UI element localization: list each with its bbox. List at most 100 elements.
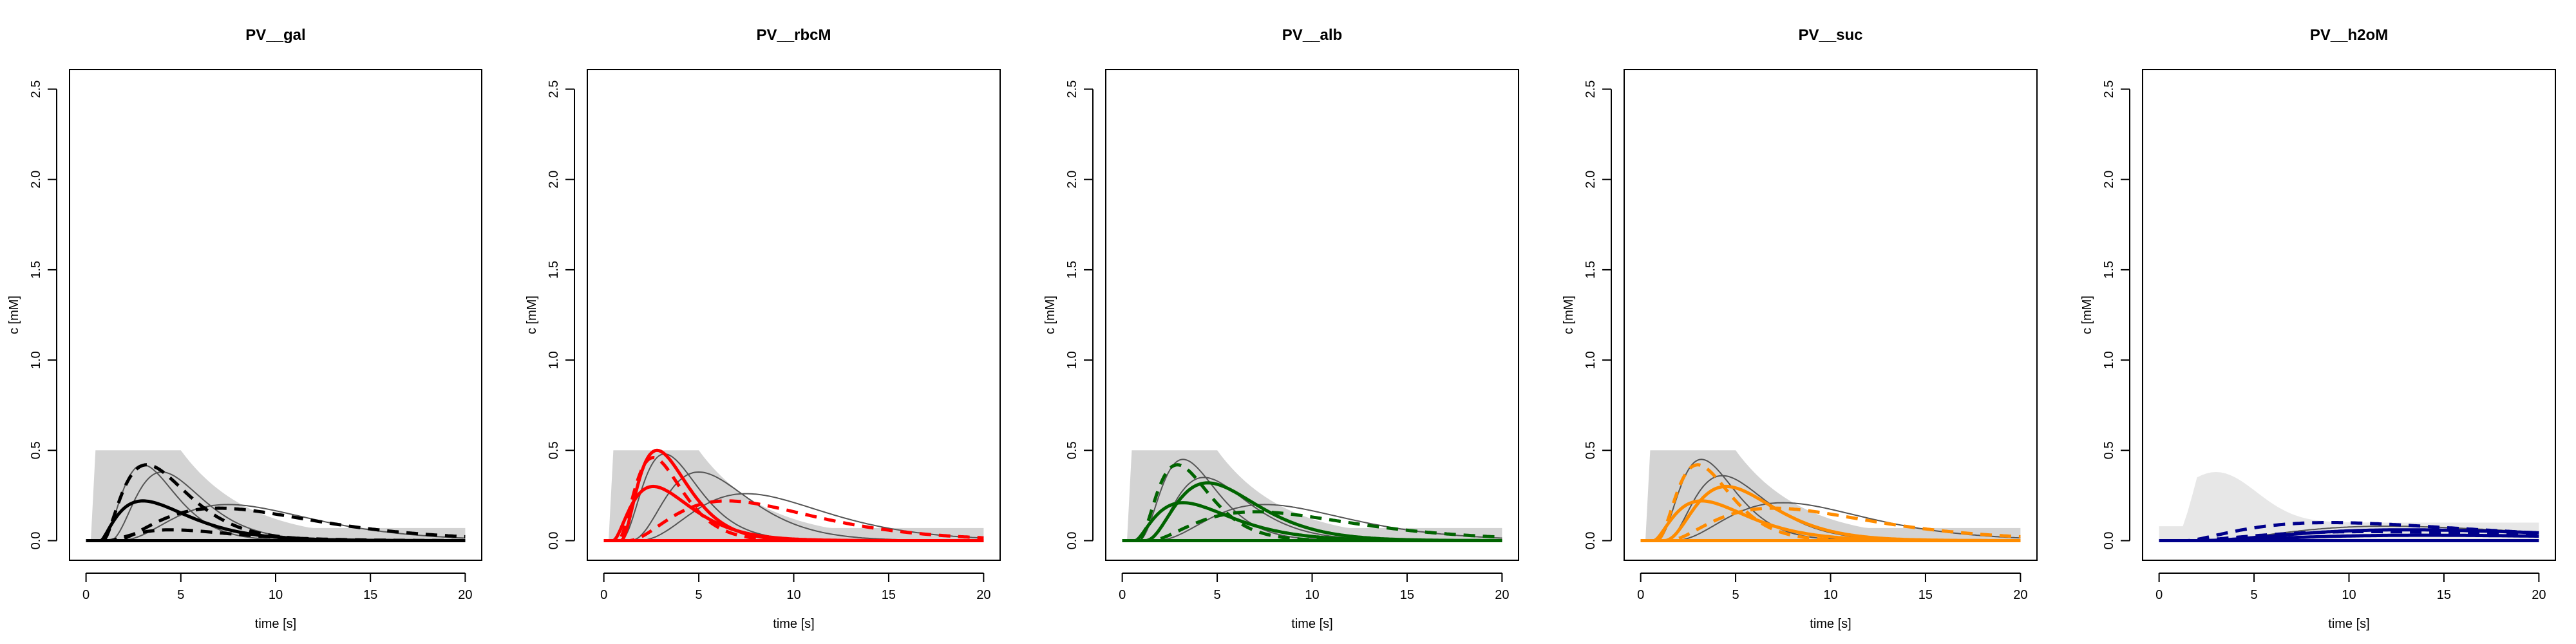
panel-1: PV__gal 0 5 10 15 20 time [s] 0.0 0.5 1.0 1.5 2.0 2.… [7,26,482,631]
x-tick-label: 15 [363,588,377,602]
y-tick-label: 2.5 [2102,80,2116,99]
x-tick-label: 0 [1119,588,1126,602]
series-gray-3 [1122,504,1502,542]
y-axis: 0.0 0.5 1.0 1.5 2.0 2.5 c [mM] [1562,80,1612,550]
x-tick-label: 20 [976,588,990,602]
x-tick-label: 5 [1732,588,1739,602]
series-dashed-tail [603,499,984,542]
x-tick-label: 20 [1495,588,1509,602]
x-tick-label: 10 [1823,588,1837,602]
y-tick-label: 2.5 [1065,80,1079,99]
x-tick-label: 20 [2532,588,2546,602]
plot-frame [69,69,482,561]
y-tick-label: 2.0 [547,171,561,189]
y-axis: 0.0 0.5 1.0 1.5 2.0 2.5 c [mM] [7,80,57,550]
y-tick-label: 1.0 [29,351,43,369]
x-tick-label: 10 [1305,588,1319,602]
y-tick-label: 1.5 [29,261,43,279]
y-tick-label: 2.5 [547,80,561,99]
y-tick-label: 1.5 [547,261,561,279]
x-tick-label: 5 [177,588,184,602]
y-tick-label: 1.0 [547,351,561,369]
background-simulations [86,450,466,541]
background-simulations [2159,472,2539,541]
y-tick-label: 1.0 [1584,351,1598,369]
panel-title: PV__gal [245,26,305,44]
x-axis: 0 5 10 15 20 time [s] [600,573,990,631]
series-dashed-tail [86,506,466,542]
plot-frame [2142,69,2556,561]
x-tick-label: 20 [458,588,472,602]
x-tick-label: 15 [882,588,896,602]
background-simulations [1122,450,1502,541]
y-axis-label: c [mM] [525,296,539,334]
y-axis-label: c [mM] [1043,296,1057,334]
x-axis-label: time [s] [1810,617,1851,631]
x-tick-label: 15 [1918,588,1933,602]
x-axis: 0 5 10 15 20 time [s] [2155,573,2546,631]
y-tick-label: 1.5 [2102,261,2116,279]
y-tick-label: 2.0 [2102,171,2116,189]
y-tick-label: 0.5 [29,441,43,459]
y-tick-label: 0.0 [547,532,561,550]
y-tick-label: 2.5 [1584,80,1598,99]
y-tick-label: 2.0 [1065,171,1079,189]
plot-frame [1105,69,1519,561]
y-axis: 0.0 0.5 1.0 1.5 2.0 2.5 c [mM] [525,80,575,550]
x-tick-label: 0 [600,588,607,602]
x-axis: 0 5 10 15 20 time [s] [82,573,473,631]
x-axis-label: time [s] [255,617,296,631]
x-axis-label: time [s] [1291,617,1332,631]
y-tick-label: 1.0 [1065,351,1079,369]
x-tick-label: 0 [2155,588,2163,602]
series-dashed-low [2159,530,2539,542]
y-tick-label: 1.5 [1584,261,1598,279]
x-tick-label: 0 [82,588,90,602]
x-tick-label: 5 [1214,588,1221,602]
y-tick-label: 0.5 [547,441,561,459]
x-axis: 0 5 10 15 20 time [s] [1637,573,2027,631]
panel-2: PV__rbcM 0 5 10 15 20 time [s] 0.0 0.5 1.0 1.5 2.0 2… [525,26,1001,631]
y-tick-label: 2.5 [29,80,43,99]
y-axis-label: c [mM] [1562,296,1576,334]
y-tick-label: 0.0 [1584,532,1598,550]
y-tick-label: 2.0 [1584,171,1598,189]
y-tick-label: 0.5 [2102,441,2116,459]
background-simulations [1640,450,2021,541]
plot-frame [1624,69,2038,561]
panel-5: PV__h2oM 0 5 10 15 20 time [s] 0.0 0.5 1.0 1.5 2.0 2… [2080,26,2556,631]
series-gray-3 [1640,502,2021,542]
series-dashed-high [86,463,466,542]
x-tick-label: 15 [1400,588,1414,602]
y-tick-label: 0.5 [1584,441,1598,459]
panel-title: PV__h2oM [2310,26,2388,44]
x-axis-label: time [s] [773,617,814,631]
panel-4: PV__suc 0 5 10 15 20 time [s] 0.0 0.5 1.0 1.5 2.0 2.… [1562,26,2038,631]
panel-3: PV__alb 0 5 10 15 20 time [s] 0.0 0.5 1.0 1.5 2.0 2.… [1043,26,1519,631]
series-dashed-tail [1640,506,2021,542]
series-dashed-high [2159,521,2539,542]
x-axis-label: time [s] [2328,617,2369,631]
x-tick-label: 5 [696,588,703,602]
x-tick-label: 0 [1637,588,1644,602]
background-simulations [603,450,984,541]
x-axis: 0 5 10 15 20 time [s] [1119,573,1509,631]
x-tick-label: 10 [269,588,283,602]
y-tick-label: 0.0 [2102,532,2116,550]
series-dashed-tail [1122,510,1502,542]
plot-frame [587,69,1001,561]
x-tick-label: 15 [2437,588,2451,602]
x-tick-label: 10 [786,588,800,602]
y-tick-label: 0.0 [1065,532,1079,550]
panel-title: PV__suc [1798,26,1862,44]
x-tick-label: 20 [2013,588,2027,602]
y-tick-label: 1.5 [1065,261,1079,279]
y-axis-label: c [mM] [2080,296,2094,334]
y-tick-label: 1.0 [2102,351,2116,369]
y-axis: 0.0 0.5 1.0 1.5 2.0 2.5 c [mM] [1043,80,1094,550]
x-tick-label: 10 [2342,588,2356,602]
y-tick-label: 2.0 [29,171,43,189]
y-axis-label: c [mM] [7,296,21,334]
y-tick-label: 0.0 [29,532,43,550]
